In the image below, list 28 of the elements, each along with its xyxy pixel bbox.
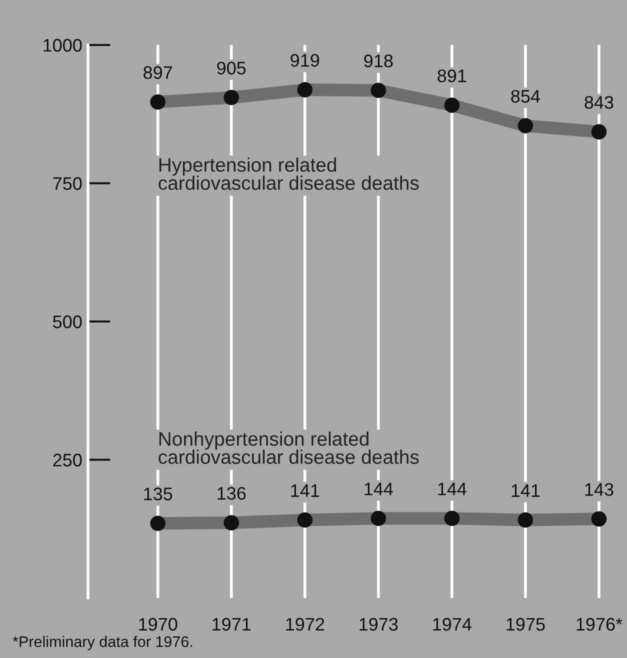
data-label: 141: [291, 484, 320, 497]
x-tick-label: 1970: [139, 618, 178, 631]
x-tick-label: 1971: [212, 618, 251, 631]
text: Nonhypertension related cardiovascular disease deaths: [158, 432, 419, 464]
data-label: 143: [585, 483, 614, 496]
x-tick-label: 1974: [433, 618, 472, 631]
y-tick-label: 1000: [44, 38, 82, 52]
text: *Preliminary data for 1976.: [12, 636, 192, 650]
data-label: 136: [218, 486, 246, 500]
y-tick-label: 750: [53, 177, 82, 190]
data-label: 135: [144, 488, 172, 500]
x-tick-label: 1972: [286, 618, 324, 631]
data-label: 897: [144, 66, 172, 79]
data-label: 905: [217, 62, 246, 75]
data-label: 919: [290, 54, 320, 67]
data-label: 141: [512, 484, 540, 497]
x-tick-label: 1973: [360, 618, 398, 631]
y-tick-label: 500: [53, 315, 82, 328]
data-label: 918: [364, 54, 393, 68]
x-tick-label: 1976*: [576, 618, 622, 631]
text: Hypertension related cardiovascular disease deaths: [158, 158, 419, 190]
y-tick-label: 250: [53, 454, 82, 466]
data-label: 144: [364, 482, 393, 496]
x-tick-label: 1975: [506, 618, 545, 631]
data-label: 144: [438, 482, 466, 496]
data-label: 891: [438, 69, 466, 82]
data-label: 843: [584, 96, 614, 109]
data-label: 854: [511, 90, 540, 103]
